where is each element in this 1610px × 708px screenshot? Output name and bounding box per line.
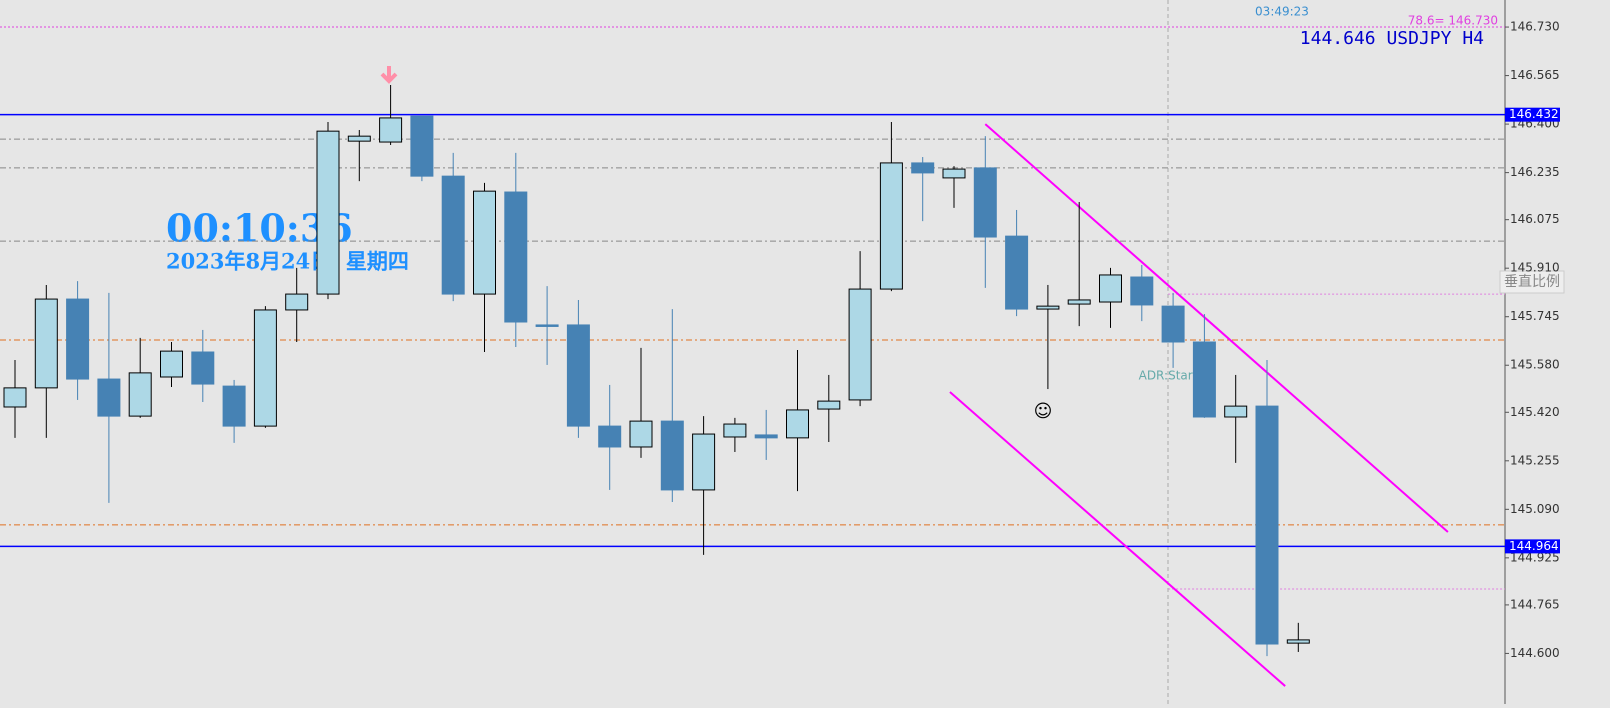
candle-body [692, 433, 716, 491]
candle-body [160, 350, 183, 378]
scale-button[interactable] [1499, 270, 1565, 294]
y-tick-label: 144.925 [1510, 550, 1560, 564]
y-tick-label: 146.235 [1510, 165, 1560, 179]
candle-body [1005, 235, 1029, 310]
candle-body [879, 162, 903, 290]
candle-body [504, 191, 528, 323]
candle-body [848, 288, 872, 401]
level-label-box [1505, 539, 1560, 554]
y-tick-label: 144.765 [1510, 597, 1560, 611]
sell-arrow [380, 66, 398, 84]
candle-body [97, 378, 121, 417]
candle-body [535, 324, 559, 327]
candle-body [1130, 276, 1154, 306]
y-tick-label: 146.565 [1510, 68, 1560, 82]
candle-body [598, 425, 622, 448]
candle-body [1286, 639, 1310, 644]
scale-button-label[interactable]: 垂直比例 [1504, 273, 1560, 290]
candle-body [723, 423, 747, 438]
y-tick-label: 145.090 [1510, 502, 1560, 516]
date: 2023年8月24日, 星期四 [166, 249, 409, 274]
candle-body [253, 309, 277, 427]
candle-body [1224, 405, 1248, 418]
level-label: 146.432 [1509, 107, 1559, 121]
countdown: 03:49:23 [1255, 5, 1309, 19]
candle-body [1255, 405, 1279, 645]
candle-body [786, 409, 809, 439]
candle-body [754, 434, 778, 439]
y-tick-label: 145.910 [1510, 261, 1560, 275]
candle-body [285, 293, 309, 311]
level-label: 144.964 [1509, 539, 1559, 553]
y-tick-label: 145.255 [1510, 453, 1560, 467]
candle-body [316, 130, 340, 295]
candle-body [1067, 299, 1091, 305]
y-tick-label: 146.075 [1510, 212, 1560, 226]
candle-body [441, 175, 465, 295]
trendline [949, 391, 1286, 687]
candle-body [911, 162, 935, 174]
y-tick-label: 144.600 [1510, 646, 1560, 660]
candle-body [3, 387, 27, 408]
candle-body [1036, 305, 1060, 310]
candle-body [34, 298, 58, 389]
y-tick-label: 145.580 [1510, 358, 1560, 372]
candle-body [817, 400, 841, 410]
level-label-box [1505, 107, 1560, 122]
y-tick-label: 145.745 [1510, 309, 1560, 323]
candle-body [66, 298, 90, 380]
candle-body [473, 190, 496, 295]
fib-label: 78.6= 146.730 [1408, 14, 1498, 28]
candle-body [1192, 341, 1216, 418]
candle-body [660, 420, 684, 491]
candle-body [222, 385, 246, 427]
candle-body [629, 420, 653, 448]
y-tick-label: 146.730 [1510, 20, 1560, 34]
candle-body [347, 135, 371, 142]
candle-body [566, 324, 590, 427]
trendline [984, 123, 1449, 533]
candle-body [128, 372, 152, 417]
candle-body [1161, 305, 1185, 343]
candle-body [973, 167, 997, 238]
symbol-label: 144.646 USDJPY H4 [1300, 28, 1484, 49]
y-tick-label: 145.420 [1510, 405, 1560, 419]
smiley: ☺ [1034, 401, 1053, 422]
candle-body [410, 115, 434, 177]
annotation: ADR:Start [1139, 369, 1198, 383]
candle-body [1099, 274, 1122, 303]
candle-body [191, 351, 215, 385]
candle-body [379, 117, 403, 143]
candle-body [942, 168, 966, 179]
